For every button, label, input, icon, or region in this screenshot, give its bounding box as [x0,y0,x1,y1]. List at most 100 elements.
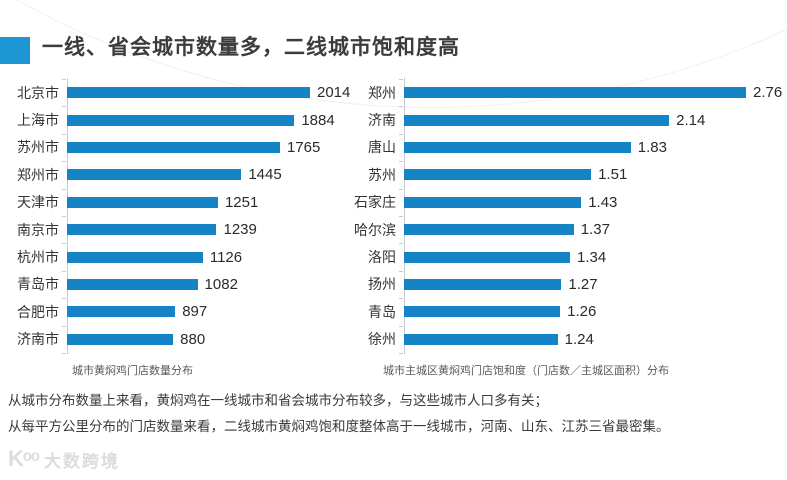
category-label: 合肥市 [17,303,59,320]
bar [404,196,582,208]
brand-icon: Kᵒᵒ [8,446,40,471]
category-label: 南京市 [17,221,59,238]
category-label: 扬州 [368,276,396,293]
bar [67,333,174,345]
bar [404,114,670,126]
axis-tick [62,79,66,80]
chart-row: 济南 2.14 [348,106,784,133]
chart-row: 上海市 1884 [8,106,348,133]
category-label: 郑州市 [17,166,59,183]
watermark: Kᵒᵒ 大数跨境 [8,446,120,472]
value-label: 1445 [248,166,282,184]
bar [404,333,558,345]
category-label: 苏州市 [17,139,59,156]
axis-tick [62,325,66,327]
watermark-text: 大数跨境 [43,451,120,471]
axis-tick [62,106,66,108]
bar [67,169,242,181]
category-label: 徐州 [368,331,396,348]
chart-row: 合肥市 897 [8,298,348,325]
value-label: 1.51 [598,166,628,184]
store-count-bar-chart: 北京市 2014 上海市 1884 苏州市 1765 郑州市 1445 天津市 1251 南京市 12… [8,78,351,354]
chart-row: 唐山 1.83 [348,134,784,161]
axis-tick [399,106,403,108]
bar [67,251,203,263]
bar [67,141,280,153]
category-label: 天津市 [17,194,59,211]
category-label: 苏州 [368,166,396,183]
chart-row: 南京市 1239 [8,216,348,243]
value-label: 1.27 [568,275,598,293]
chart-row: 洛阳 1.34 [348,243,784,270]
axis-tick [62,133,66,135]
axis-tick [399,216,403,217]
chart-row: 苏州 1.51 [348,161,784,188]
bar [67,306,176,318]
axis-tick [62,161,66,163]
axis-tick [399,188,403,190]
value-label: 1.34 [577,248,607,266]
chart-row: 北京市 2014 [8,79,351,106]
category-label: 石家庄 [354,194,396,211]
value-label: 1765 [286,138,321,156]
category-label: 青岛市 [17,276,59,293]
value-label: 897 [182,303,208,321]
category-label: 唐山 [368,139,396,156]
axis-tick [399,298,403,300]
chart-row: 济南市 880 [8,326,348,353]
category-label: 济南市 [17,331,59,348]
value-label: 1.37 [580,221,610,239]
value-label: 1126 [209,248,243,266]
axis-tick [399,243,403,245]
chart-row: 扬州 1.27 [348,271,784,298]
bar [67,87,310,99]
y-axis-line [67,78,68,354]
value-label: 2014 [317,84,351,102]
chart-row: 哈尔滨 1.37 [348,216,784,243]
chart-row: 天津市 1251 [8,189,348,216]
bar [404,278,562,290]
chart-row: 郑州市 1445 [8,161,348,188]
bar [404,169,592,181]
axis-tick [62,216,66,217]
axis-tick [399,79,403,80]
category-label: 济南 [368,112,396,129]
value-label: 1251 [224,193,259,211]
conclusion-line-1: 从城市分布数量上来看，黄焖鸡在一线城市和省会城市分布较多，与这些城市人口多有关； [8,393,548,408]
chart-row: 杭州市 1126 [8,243,348,270]
axis-tick [62,188,66,190]
axis-tick [62,353,66,354]
value-label: 2.76 [753,84,783,102]
bar [404,87,746,99]
category-label: 上海市 [17,112,59,129]
axis-tick [399,325,403,327]
chart-row: 郑州 2.76 [348,79,784,106]
saturation-bar-chart: 郑州 2.76 济南 2.14 唐山 1.83 苏州 1.51 石家庄 1.43 哈尔滨 1.37 洛阳… [348,78,784,354]
value-label: 1.43 [588,193,618,211]
chart-row: 石家庄 1.43 [348,189,784,216]
category-label: 哈尔滨 [354,221,396,238]
category-label: 青岛 [368,303,396,320]
bar [67,224,217,236]
chart-row: 徐州 1.24 [348,326,784,353]
title-accent-square [0,37,30,64]
bar [404,141,631,153]
conclusion-text: 从城市分布数量上来看，黄焖鸡在一线城市和省会城市分布较多，与这些城市人口多有关；… [8,388,670,440]
value-label: 1082 [204,275,238,293]
value-label: 1.83 [637,138,667,156]
value-label: 1.26 [567,303,597,321]
value-label: 2.14 [676,111,706,129]
value-label: 1884 [301,111,335,129]
axis-tick [399,133,403,135]
chart-row: 苏州市 1765 [8,134,348,161]
value-label: 880 [180,330,206,348]
axis-tick [62,270,66,272]
axis-tick [399,270,403,272]
chart-row: 青岛 1.26 [348,298,784,325]
page-title: 一线、省会城市数量多，二线城市饱和度高 [42,36,460,59]
right-chart-caption: 城市主城区黄焖鸡门店饱和度（门店数／主城区面积）分布 [383,365,669,377]
axis-tick [399,353,403,354]
chart-row: 青岛市 1082 [8,271,348,298]
y-axis-line [404,78,405,354]
